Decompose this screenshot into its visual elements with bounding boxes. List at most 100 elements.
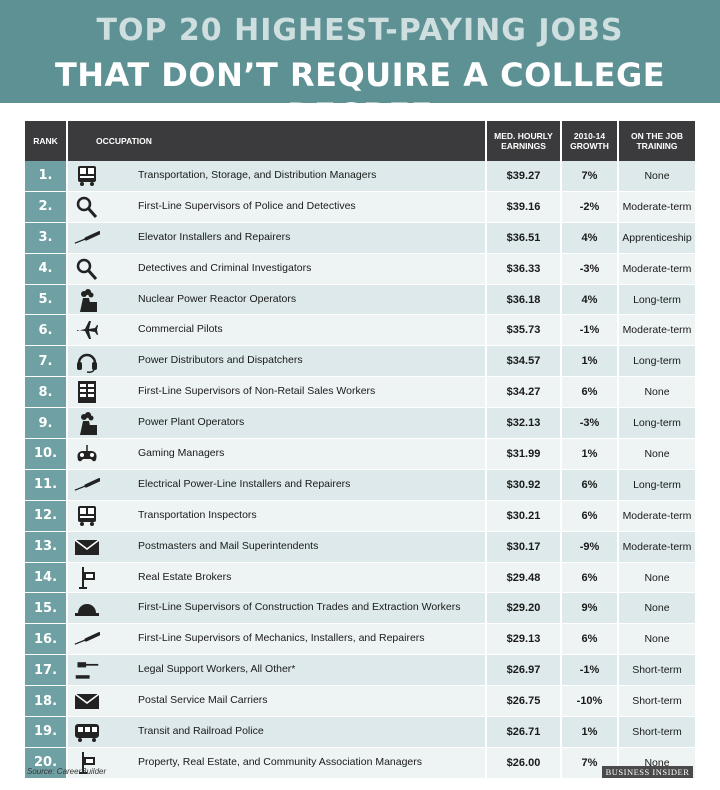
training-cell: Long-term [618,469,695,501]
brand-logo: BUSINESS INSIDER [602,766,693,778]
sign-post-icon [74,750,100,776]
growth-cell: -3% [561,407,619,440]
training-cell: Moderate-term [618,191,695,223]
headset-icon [74,348,100,374]
table-row: 10. Gaming Managers $31.99 1% None [25,438,695,470]
table-row: 12. Transportation Inspectors $30.21 6% Mode… [25,500,695,532]
occupation-label: Transportation, Storage, and Distributio… [138,169,377,181]
earnings-cell: $36.33 [486,253,562,285]
occupation-cell: Real Estate Brokers [67,562,487,594]
training-cell: Moderate-term [618,314,695,347]
earnings-cell: $39.27 [486,161,562,192]
table-row: 3. Elevator Installers and Repairers $36.5… [25,222,695,254]
occupation-label: Nuclear Power Reactor Operators [138,292,297,305]
earnings-cell: $29.20 [486,592,562,625]
table-row: 16. First-Line Supervisors of Mechanics, … [25,623,695,656]
occupation-label: Commercial Pilots [138,323,223,336]
rank-cell: 6. [25,314,68,347]
growth-cell: 4% [561,222,619,254]
occupation-cell: Elevator Installers and Repairers [67,222,487,254]
growth-cell: 6% [561,562,619,594]
title-line-2: THAT DON’T REQUIRE A COLLEGE DEGREE [54,56,666,134]
table-row: 8. First-Line Supervisors of Non-Retail S… [25,376,695,409]
column-header-occupation: OCCUPATION [67,121,487,161]
table-row: 5. Nuclear Power Reactor Operators $36.18 4… [25,284,695,316]
growth-cell: 1% [561,345,619,378]
occupation-label: First-Line Supervisors of Police and Det… [138,199,356,212]
occupation-cell: Power Plant Operators [67,407,487,440]
column-header-earnings: MED. HOURLY EARNINGS [486,121,562,161]
table-row: 11. Electrical Power-Line Installers and … [25,469,695,501]
earnings-cell: $29.48 [486,562,562,594]
training-cell: None [618,562,695,594]
occupation-label: Electrical Power-Line Installers and Rep… [138,477,351,490]
occupation-cell: First-Line Supervisors of Construction T… [67,592,487,625]
earnings-cell: $36.51 [486,222,562,254]
occupation-cell: Transit and Railroad Police [67,716,487,748]
earnings-cell: $30.92 [486,469,562,501]
earnings-cell: $36.18 [486,284,562,316]
occupation-label: First-Line Supervisors of Mechanics, Ins… [138,632,425,645]
magnifying-glass-icon [74,194,100,220]
occupation-label: Property, Real Estate, and Community Ass… [138,755,423,768]
training-cell: None [618,438,695,470]
hard-hat-icon [74,595,100,621]
table-row: 15. First-Line Supervisors of Constructio… [25,592,695,625]
training-cell: None [618,623,695,656]
screwdriver-icon [74,225,100,251]
growth-cell: 7% [561,747,619,779]
growth-cell: 1% [561,438,619,470]
occupation-label: Detectives and Criminal Investigators [138,261,312,274]
growth-cell: -3% [561,253,619,285]
table-row: 19. Transit and Railroad Police $26.71 1% Sh… [25,716,695,748]
rank-cell: 8. [25,376,68,409]
rank-cell: 3. [25,222,68,254]
earnings-cell: $30.21 [486,500,562,532]
screwdriver-icon [74,626,100,652]
occupation-label: Postal Service Mail Carriers [138,694,268,707]
power-plant-icon [74,410,100,436]
title-banner: TOP 20 HIGHEST-PAYING JOBS THAT DON’T RE… [0,0,720,134]
occupation-cell: Legal Support Workers, All Other* [67,654,487,687]
growth-cell: 6% [561,469,619,501]
training-cell: None [618,376,695,409]
growth-cell: 7% [561,161,619,192]
earnings-cell: $32.13 [486,407,562,440]
rank-cell: 20. [25,747,68,779]
rank-cell: 5. [25,284,68,316]
occupation-label: First-Line Supervisors of Non-Retail Sal… [138,385,376,398]
occupation-cell: Property, Real Estate, and Community Ass… [67,747,487,779]
column-header-training: ON THE JOB TRAINING [618,121,695,161]
training-cell: Moderate-term [618,253,695,285]
occupation-cell: Power Distributors and Dispatchers [67,345,487,378]
occupation-cell: Commercial Pilots [67,314,487,347]
occupation-cell: Nuclear Power Reactor Operators [67,284,487,316]
power-plant-icon [74,287,100,313]
table-row: 4. Detectives and Criminal Investigators $… [25,253,695,285]
table-row: 9. Power Plant Operators $32.13 -3% Long-ter… [25,407,695,440]
occupation-cell: Electrical Power-Line Installers and Rep… [67,469,487,501]
table-row: 2. First-Line Supervisors of Police and D… [25,191,695,223]
occupation-label: Transit and Railroad Police [138,725,264,738]
sign-post-icon [74,565,100,591]
occupation-cell: Postal Service Mail Carriers [67,685,487,718]
occupation-cell: First-Line Supervisors of Non-Retail Sal… [67,376,487,409]
occupation-label: Power Distributors and Dispatchers [138,354,303,367]
table-row: 7. Power Distributors and Dispatchers $34.… [25,345,695,378]
table-row: 6. Commercial Pilots $35.73 -1% Moderate-ter… [25,314,695,347]
training-cell: Short-term [618,685,695,718]
rank-cell: 11. [25,469,68,501]
table-header-row: RANK OCCUPATION MED. HOURLY EARNINGS 2010… [25,121,695,161]
source-note: Source: CareerBuilder [27,767,107,776]
rank-cell: 18. [25,685,68,718]
table-row: 18. Postal Service Mail Carriers $26.75 -10… [25,685,695,718]
gavel-icon [74,657,100,683]
growth-cell: 9% [561,592,619,625]
spreadsheet-icon [74,379,100,405]
occupation-label: Gaming Managers [138,447,225,460]
growth-cell: -1% [561,314,619,347]
growth-cell: 1% [561,716,619,748]
occupation-label: Power Plant Operators [138,416,245,429]
training-cell: Moderate-term [618,500,695,532]
rank-cell: 10. [25,438,68,470]
